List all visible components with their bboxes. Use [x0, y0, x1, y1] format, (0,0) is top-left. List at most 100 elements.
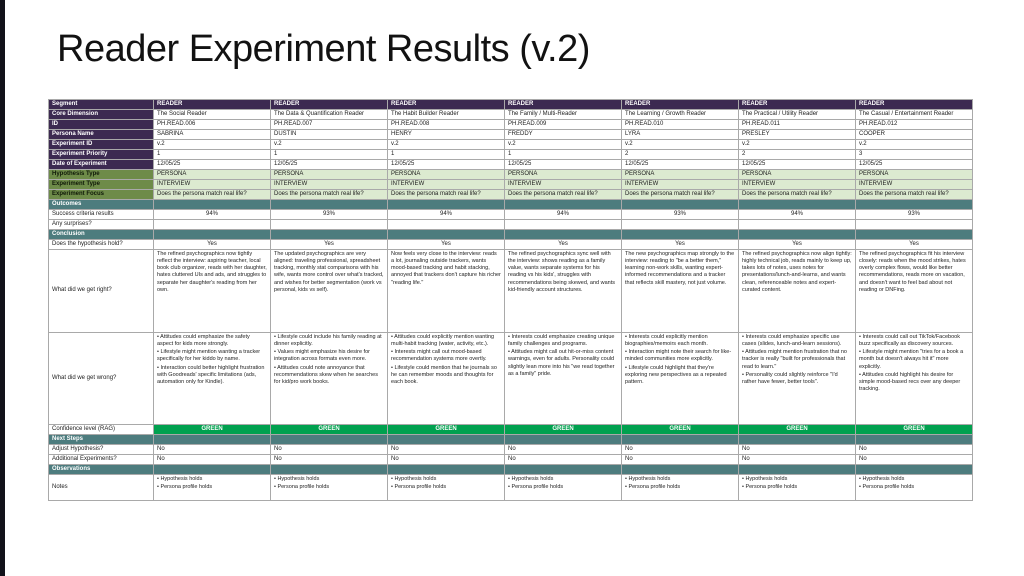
- next-steps-cell-7: [855, 434, 973, 445]
- confidence-level-rag-label: Confidence level (RAG): [48, 424, 154, 435]
- experiment-type-cell-2: INTERVIEW: [270, 179, 388, 190]
- date-of-experiment-label: Date of Experiment: [48, 159, 154, 170]
- outcomes-cell-5: [621, 199, 739, 210]
- confidence-level-rag-cell-7: GREEN: [855, 424, 973, 435]
- does-hypothesis-hold-cell-3: Yes: [387, 239, 505, 250]
- what-did-we-get-wrong-bullet: • Lifestyle might mention "tries for a b…: [859, 349, 964, 370]
- observations-cell-6: [738, 464, 856, 475]
- any-surprises-cell-3: [387, 219, 505, 230]
- confidence-level-rag-cell-5: GREEN: [621, 424, 739, 435]
- observations-cell-7: [855, 464, 973, 475]
- does-hypothesis-hold-cell-7: Yes: [855, 239, 973, 250]
- table-row-date-of-experiment: Date of Experiment 12/05/25 12/05/25 12/05/…: [48, 159, 973, 170]
- success-criteria-results-cell-1: 94%: [153, 209, 271, 220]
- core-dimension-cell-3: The Habit Builder Reader: [387, 109, 505, 120]
- notes-bullet: • Persona profile holds: [391, 484, 447, 491]
- table-row-segment: Segment READER READER READER READER READER REA…: [48, 99, 973, 110]
- additional-experiments-cell-7: No: [855, 454, 973, 465]
- conclusion-cell-6: [738, 229, 856, 240]
- confidence-level-rag-cell-2: GREEN: [270, 424, 388, 435]
- table-row-next-steps: Next Steps: [48, 434, 973, 445]
- what-did-we-get-right-cell-2: The updated psychographics are very alig…: [270, 249, 388, 333]
- table-row-observations: Observations: [48, 464, 973, 475]
- persona-id-cell-7: PH.READ.012: [855, 119, 973, 130]
- what-did-we-get-wrong-bullet: • Interests could emphasize specific use…: [742, 334, 842, 348]
- hypothesis-type-cell-7: PERSONA: [855, 169, 973, 180]
- observations-cell-5: [621, 464, 739, 475]
- what-did-we-get-wrong-bullet: • Values might emphasize his desire for …: [274, 349, 370, 363]
- core-dimension-cell-4: The Family / Multi-Reader: [504, 109, 622, 120]
- any-surprises-cell-6: [738, 219, 856, 230]
- next-steps-cell-3: [387, 434, 505, 445]
- adjust-hypothesis-cell-4: No: [504, 444, 622, 455]
- what-did-we-get-wrong-cell-5: • Interests could explicitly mention bio…: [621, 332, 739, 425]
- notes-bullet: • Hypothesis holds: [508, 476, 554, 482]
- experiment-id-cell-2: v.2: [270, 139, 388, 150]
- success-criteria-results-cell-5: 93%: [621, 209, 739, 220]
- persona-name-cell-3: HENRY: [387, 129, 505, 140]
- persona-id-cell-5: PH.READ.010: [621, 119, 739, 130]
- table-row-experiment-type: Experiment Type INTERVIEW INTERVIEW INTERVI…: [48, 179, 973, 190]
- what-did-we-get-wrong-bullet: • Attitudes might call out hit-or-miss c…: [508, 349, 615, 377]
- table-row-persona-id: ID PH.READ.006 PH.READ.007 PH.READ.008 PH.RE…: [48, 119, 973, 130]
- core-dimension-label: Core Dimension: [48, 109, 154, 120]
- core-dimension-cell-7: The Casual / Entertainment Reader: [855, 109, 973, 120]
- success-criteria-results-cell-6: 94%: [738, 209, 856, 220]
- experiment-priority-cell-5: 2: [621, 149, 739, 160]
- date-of-experiment-cell-1: 12/05/25: [153, 159, 271, 170]
- what-did-we-get-wrong-bullet: • Attitudes could highlight his desire f…: [859, 371, 961, 392]
- success-criteria-results-cell-7: 93%: [855, 209, 973, 220]
- what-did-we-get-wrong-bullet: • Interests could emphasize creating uni…: [508, 334, 615, 348]
- experiment-priority-cell-1: 1: [153, 149, 271, 160]
- table-row-any-surprises: Any surprises?: [48, 219, 973, 230]
- outcomes-cell-4: [504, 199, 622, 210]
- what-did-we-get-wrong-bullet: • Attitudes could emphasize the safety a…: [157, 334, 250, 348]
- notes-bullet: • Persona profile holds: [859, 484, 915, 491]
- date-of-experiment-cell-3: 12/05/25: [387, 159, 505, 170]
- what-did-we-get-wrong-bullet: • Personality could slightly reinforce "…: [742, 371, 838, 385]
- adjust-hypothesis-label: Adjust Hypothesis?: [48, 444, 154, 455]
- experiment-id-cell-3: v.2: [387, 139, 505, 150]
- additional-experiments-cell-3: No: [387, 454, 505, 465]
- observations-cell-3: [387, 464, 505, 475]
- experiment-focus-cell-4: Does the persona match real life?: [504, 189, 622, 200]
- table-row-what-did-we-get-wrong: What did we get wrong? • Attitudes could …: [48, 332, 973, 425]
- persona-name-cell-1: SABRINA: [153, 129, 271, 140]
- confidence-level-rag-cell-1: GREEN: [153, 424, 271, 435]
- persona-id-cell-2: PH.READ.007: [270, 119, 388, 130]
- table-row-persona-name: Persona Name SABRINA DUSTIN HENRY FREDDY LYRA…: [48, 129, 973, 140]
- date-of-experiment-cell-4: 12/05/25: [504, 159, 622, 170]
- hypothesis-type-cell-2: PERSONA: [270, 169, 388, 180]
- notes-bullet: • Hypothesis holds: [391, 476, 437, 482]
- experiment-priority-cell-7: 3: [855, 149, 973, 160]
- hypothesis-type-label: Hypothesis Type: [48, 169, 154, 180]
- segment-cell-6: READER: [738, 99, 856, 110]
- additional-experiments-cell-5: No: [621, 454, 739, 465]
- notes-bullet: • Hypothesis holds: [625, 476, 671, 482]
- persona-name-cell-4: FREDDY: [504, 129, 622, 140]
- what-did-we-get-wrong-bullet: • Interests might call out mood-based re…: [391, 349, 487, 363]
- what-did-we-get-right-label: What did we get right?: [48, 249, 154, 333]
- does-hypothesis-hold-cell-4: Yes: [504, 239, 622, 250]
- hypothesis-type-cell-5: PERSONA: [621, 169, 739, 180]
- additional-experiments-cell-6: No: [738, 454, 856, 465]
- what-did-we-get-right-cell-5: The new psychographics map strongly to t…: [621, 249, 739, 333]
- conclusion-label: Conclusion: [48, 229, 154, 240]
- outcomes-cell-3: [387, 199, 505, 210]
- conclusion-cell-2: [270, 229, 388, 240]
- adjust-hypothesis-cell-6: No: [738, 444, 856, 455]
- notes-cell-2: • Hypothesis holds • Persona profile hold…: [270, 474, 388, 501]
- does-hypothesis-hold-label: Does the hypothesis hold?: [48, 239, 154, 250]
- experiment-id-cell-7: v.2: [855, 139, 973, 150]
- persona-name-cell-7: COOPER: [855, 129, 973, 140]
- experiment-id-cell-6: v.2: [738, 139, 856, 150]
- core-dimension-cell-5: The Learning / Growth Reader: [621, 109, 739, 120]
- experiment-focus-cell-5: Does the persona match real life?: [621, 189, 739, 200]
- experiment-focus-cell-1: Does the persona match real life?: [153, 189, 271, 200]
- segment-label: Segment: [48, 99, 154, 110]
- notes-cell-1: • Hypothesis holds • Persona profile hold…: [153, 474, 271, 501]
- experiment-priority-cell-2: 1: [270, 149, 388, 160]
- confidence-level-rag-cell-3: GREEN: [387, 424, 505, 435]
- table-row-hypothesis-type: Hypothesis Type PERSONA PERSONA PERSONA PERS…: [48, 169, 973, 180]
- observations-label: Observations: [48, 464, 154, 475]
